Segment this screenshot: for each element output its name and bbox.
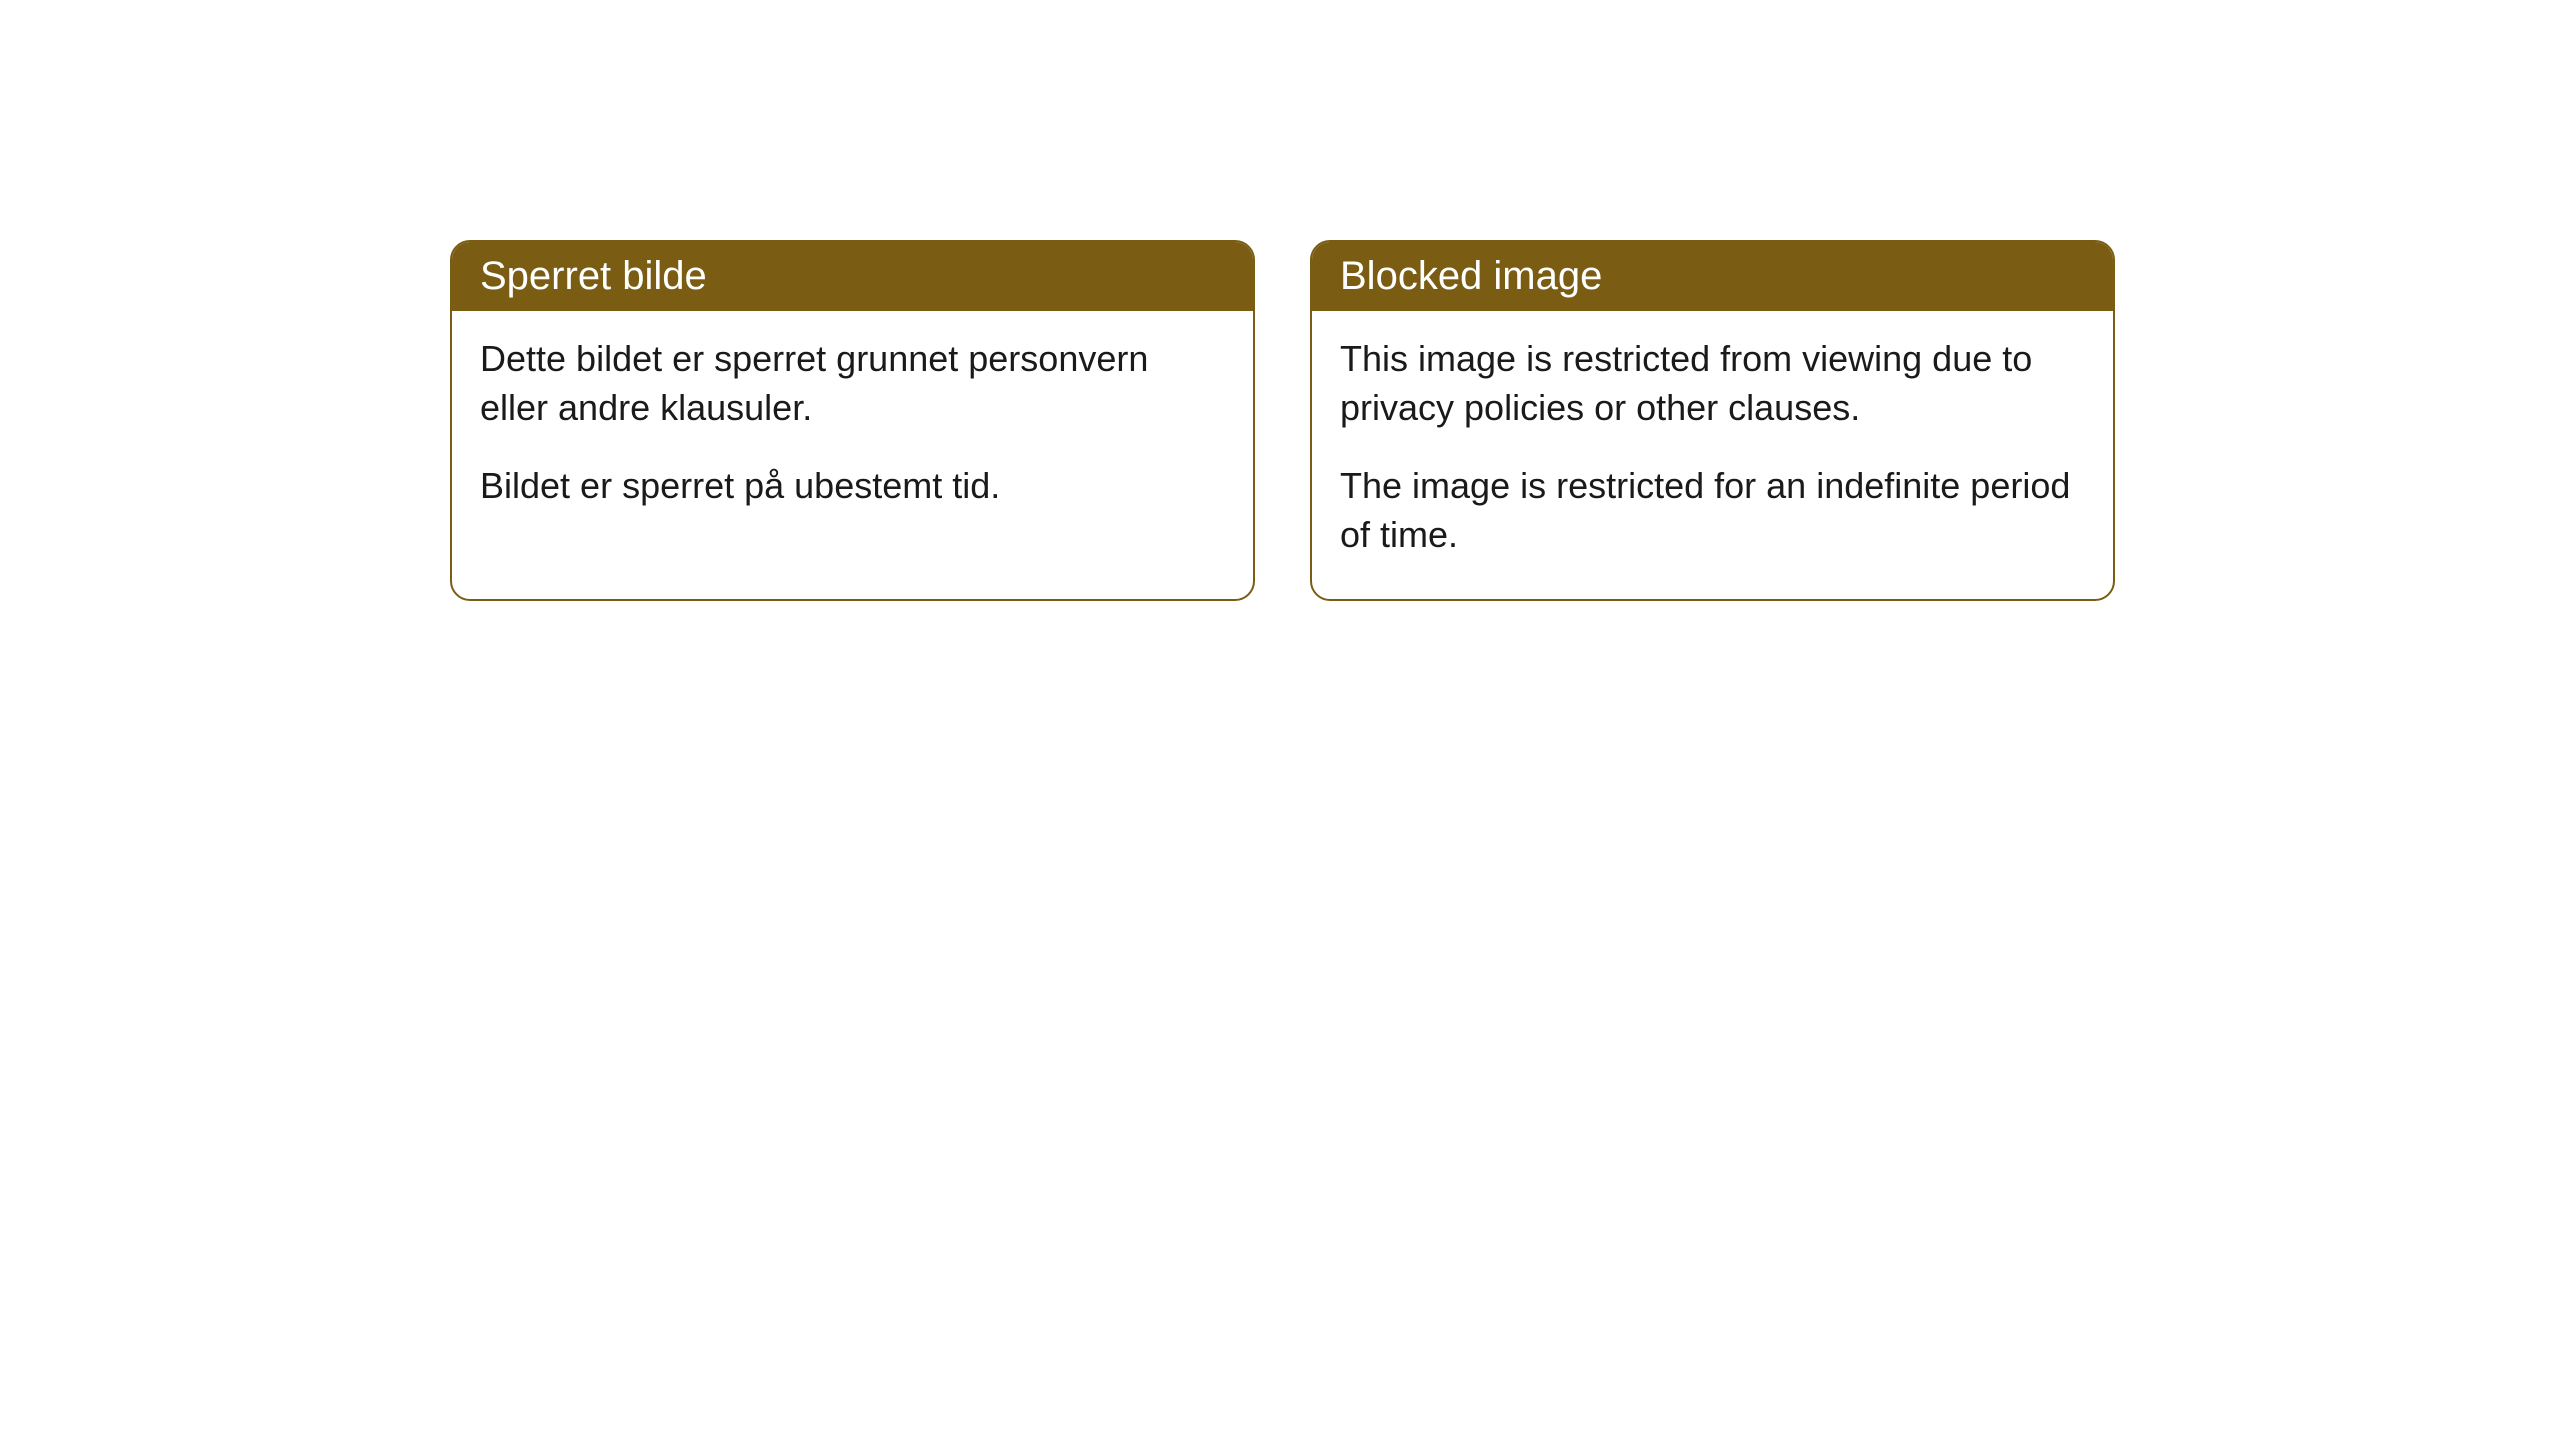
card-paragraph: Dette bildet er sperret grunnet personve… [480, 335, 1225, 432]
notice-card-norwegian: Sperret bilde Dette bildet er sperret gr… [450, 240, 1255, 601]
card-body: Dette bildet er sperret grunnet personve… [452, 311, 1253, 551]
card-header: Sperret bilde [452, 242, 1253, 311]
card-title: Sperret bilde [480, 254, 707, 298]
notice-cards-container: Sperret bilde Dette bildet er sperret gr… [450, 240, 2115, 601]
card-title: Blocked image [1340, 254, 1602, 298]
card-body: This image is restricted from viewing du… [1312, 311, 2113, 599]
card-paragraph: This image is restricted from viewing du… [1340, 335, 2085, 432]
card-paragraph: Bildet er sperret på ubestemt tid. [480, 462, 1225, 511]
card-header: Blocked image [1312, 242, 2113, 311]
card-paragraph: The image is restricted for an indefinit… [1340, 462, 2085, 559]
notice-card-english: Blocked image This image is restricted f… [1310, 240, 2115, 601]
